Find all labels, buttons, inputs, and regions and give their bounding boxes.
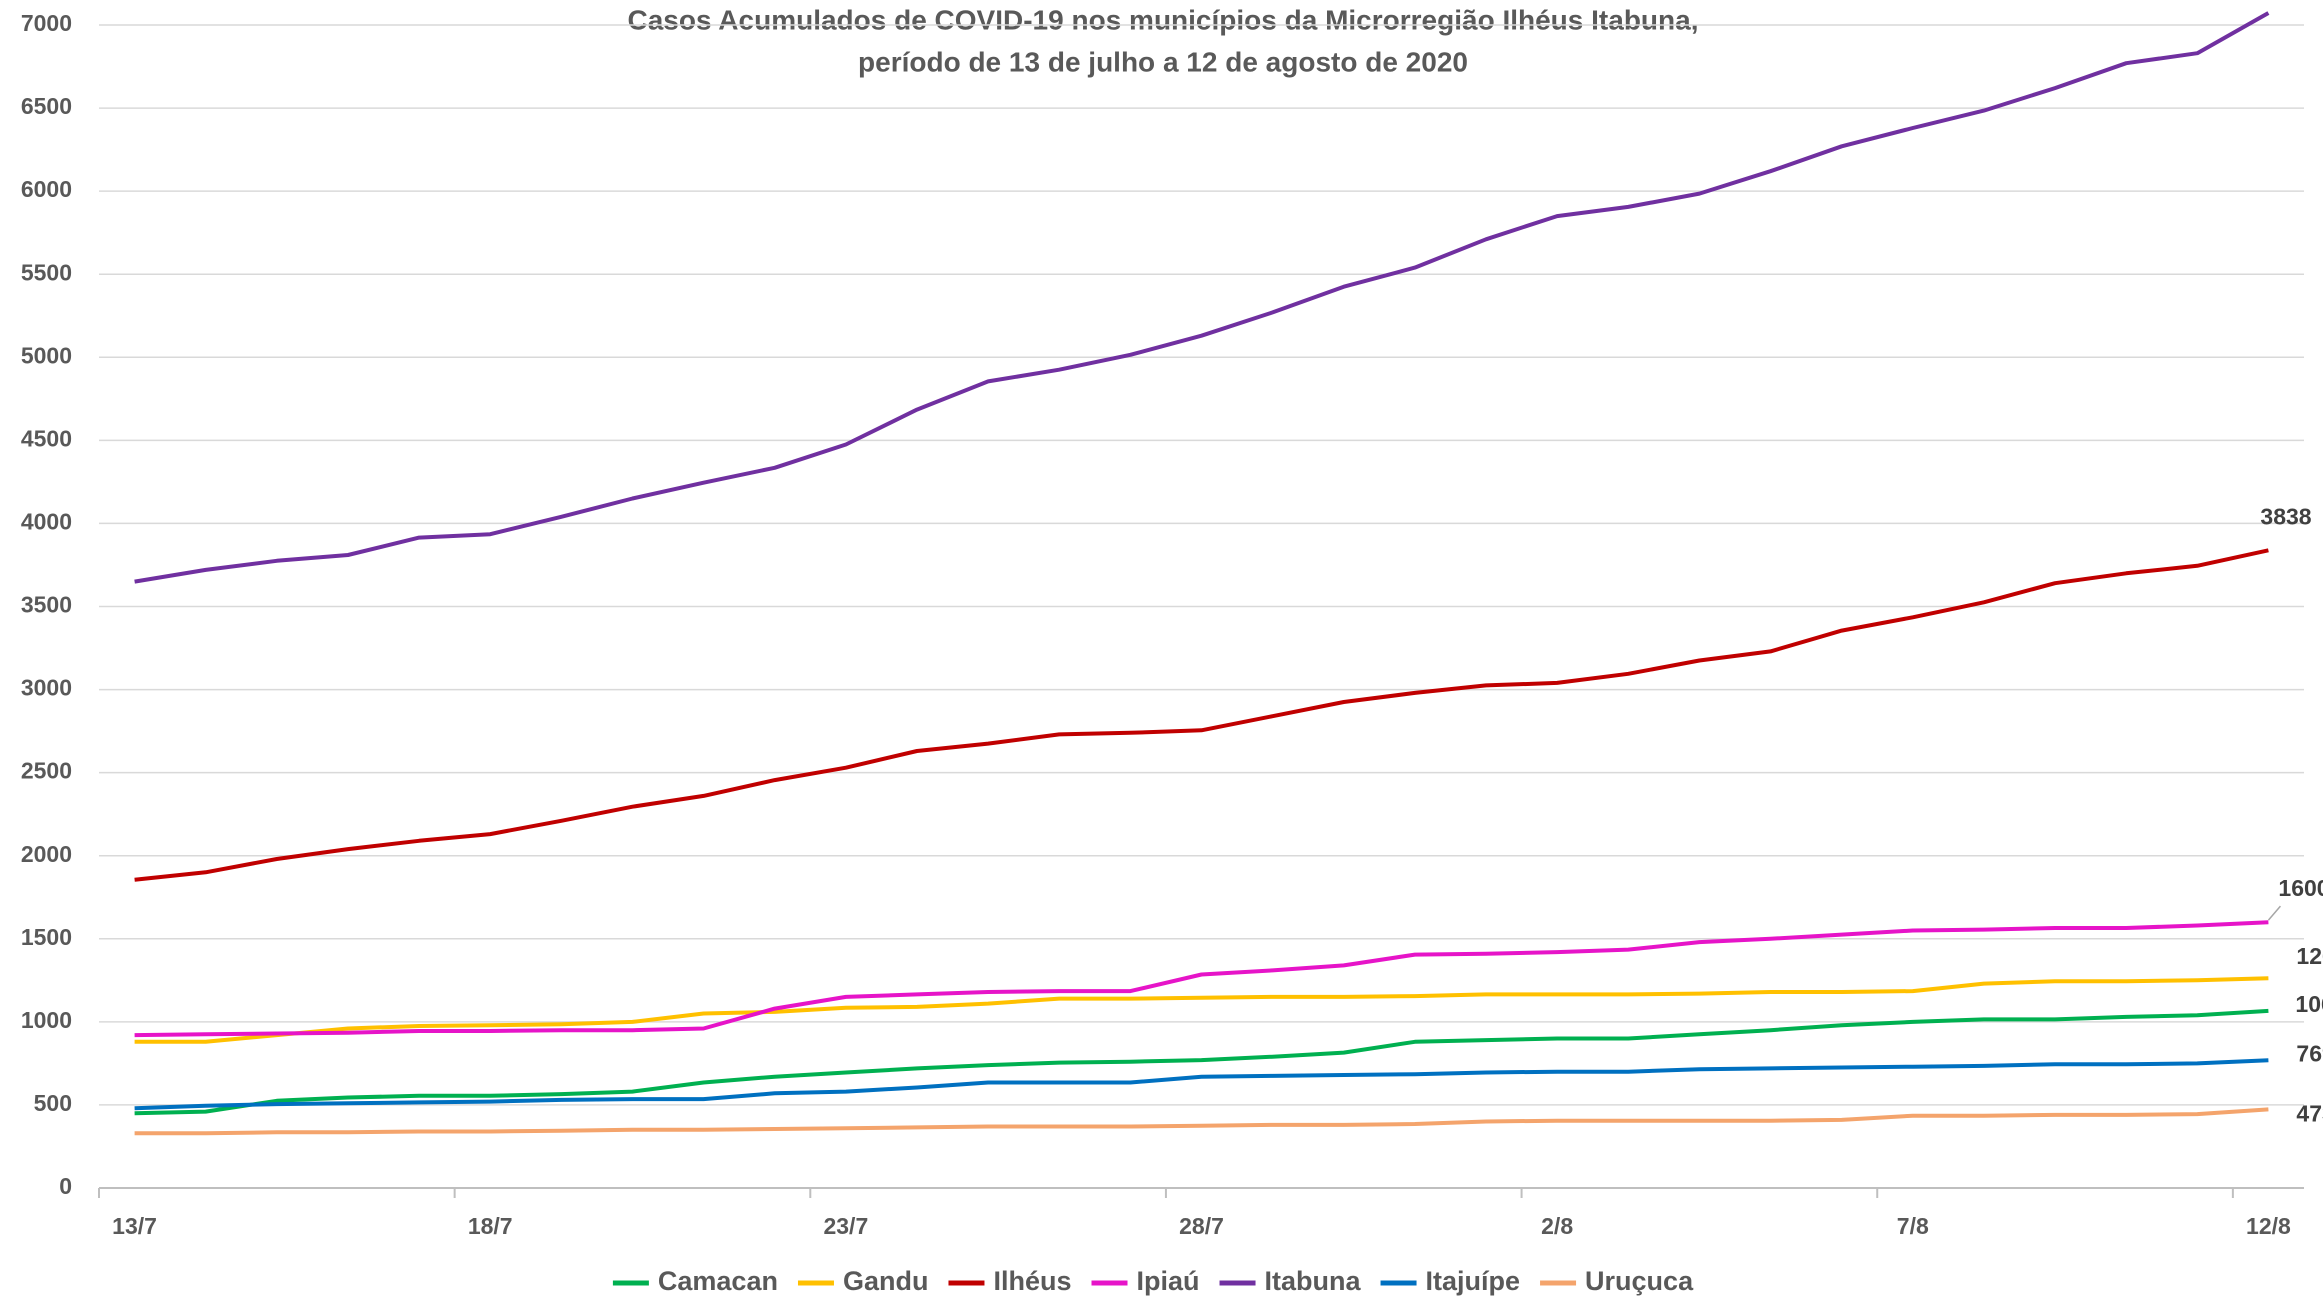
series-line (134, 1008, 2269, 1116)
y-tick-label: 4000 (21, 509, 72, 535)
data-label: 1600 (2278, 875, 2323, 901)
x-tick-label: 28/7 (1179, 1213, 1224, 1239)
y-tick-label: 5000 (21, 342, 72, 368)
y-tick-label: 2500 (21, 758, 72, 784)
data-label: 1263 (2296, 943, 2323, 969)
series-line (134, 1058, 2269, 1111)
series-line (134, 11, 2270, 584)
data-label: 473 (2296, 1100, 2323, 1126)
y-tick-label: 1500 (21, 924, 72, 950)
legend-label: Itajuípe (1426, 1266, 1521, 1296)
y-tick-label: 6000 (21, 176, 72, 202)
series-line (134, 1107, 2269, 1136)
y-tick-label: 3000 (21, 675, 72, 701)
x-tick-label: 2/8 (1541, 1213, 1573, 1239)
legend-label: Uruçuca (1585, 1266, 1694, 1296)
x-tick-label: 18/7 (468, 1213, 513, 1239)
x-tick-label: 7/8 (1897, 1213, 1929, 1239)
x-tick-label: 23/7 (823, 1213, 868, 1239)
series-line (134, 920, 2269, 1038)
leader-line (2267, 905, 2282, 921)
x-tick-label: 13/7 (112, 1213, 157, 1239)
data-label: 1066 (2295, 991, 2323, 1017)
y-tick-label: 2000 (21, 841, 72, 867)
legend-label: Itabuna (1265, 1266, 1362, 1296)
legend-label: Ilhéus (993, 1266, 1071, 1296)
y-tick-label: 0 (59, 1173, 72, 1199)
y-tick-label: 500 (34, 1090, 72, 1116)
legend-label: Ipiaú (1137, 1266, 1200, 1296)
y-tick-label: 5500 (21, 259, 72, 285)
legend-label: Camacan (658, 1266, 778, 1296)
chart-title: Casos Acumulados de COVID-19 nos municíp… (628, 4, 1699, 35)
y-tick-label: 1000 (21, 1007, 72, 1033)
y-tick-label: 7000 (21, 10, 72, 36)
y-tick-label: 6500 (21, 93, 72, 119)
x-tick-label: 12/8 (2246, 1213, 2291, 1239)
legend-label: Gandu (843, 1266, 929, 1296)
chart-title: período de 13 de julho a 12 de agosto de… (858, 46, 1468, 77)
data-label: 769 (2296, 1040, 2323, 1066)
y-tick-label: 3500 (21, 592, 72, 618)
series-line (134, 548, 2269, 882)
data-label: 3838 (2260, 503, 2311, 529)
y-tick-label: 4500 (21, 425, 72, 451)
series-line (134, 976, 2269, 1044)
